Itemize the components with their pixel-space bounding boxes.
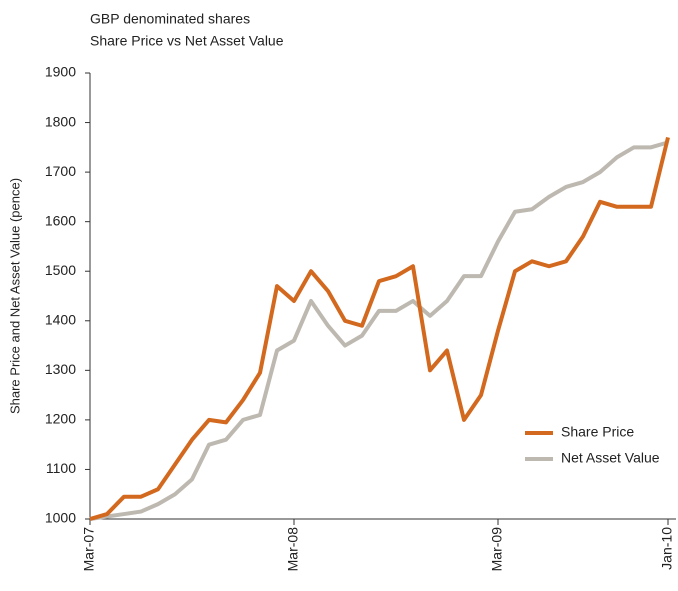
legend-label: Net Asset Value — [561, 450, 660, 466]
x-tick-label: Mar-09 — [489, 527, 505, 572]
x-tick-label: Jan-10 — [659, 527, 675, 570]
x-tick-label: Mar-08 — [285, 527, 301, 572]
y-tick-label: 1800 — [45, 113, 76, 129]
chart-subtitle: Share Price vs Net Asset Value — [90, 33, 284, 49]
y-axis-label: Share Price and Net Asset Value (pence) — [7, 178, 22, 414]
series-line — [89, 140, 669, 521]
legend-label: Share Price — [561, 424, 634, 440]
y-tick-label: 1400 — [45, 311, 76, 327]
y-tick-label: 1300 — [45, 361, 76, 377]
y-tick-label: 1500 — [45, 262, 76, 278]
y-tick-label: 1900 — [45, 64, 76, 80]
x-tick-label: Mar-07 — [81, 527, 97, 572]
chart-title: GBP denominated shares — [90, 11, 250, 27]
y-tick-label: 1000 — [45, 510, 76, 526]
y-tick-label: 1100 — [46, 460, 76, 476]
series-line — [89, 136, 670, 521]
y-tick-label: 1200 — [45, 411, 76, 427]
y-tick-label: 1700 — [45, 163, 76, 179]
y-tick-label: 1600 — [45, 212, 76, 228]
